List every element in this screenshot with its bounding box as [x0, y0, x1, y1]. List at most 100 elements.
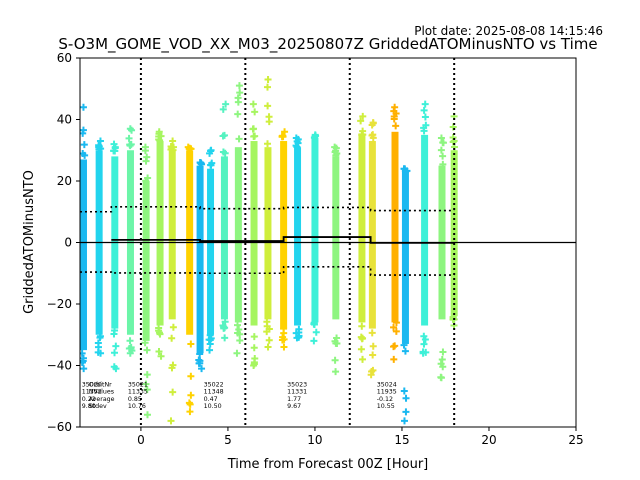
data-point: [185, 399, 193, 407]
data-point: [250, 132, 258, 140]
data-point: [357, 117, 365, 125]
strip-core: [250, 141, 258, 326]
strip-core: [368, 141, 376, 329]
strip-core: [142, 181, 150, 341]
data-point: [96, 137, 104, 145]
data-point: [265, 325, 273, 333]
data-point: [127, 140, 135, 148]
data-point: [420, 340, 428, 348]
data-point: [251, 108, 259, 116]
data-point: [167, 417, 175, 425]
y-tick-label: −60: [47, 420, 72, 434]
annotation-block-3: 35023 11331 1.77 9.67: [287, 381, 307, 410]
data-point: [278, 336, 286, 344]
data-point: [263, 83, 271, 91]
plot-date: Plot date: 2025-08-08 14:15:46: [414, 24, 603, 38]
annotation-row-labels: OrbitNr NValues Average Stdev: [89, 381, 115, 410]
data-point: [419, 348, 427, 356]
data-layer: [80, 76, 458, 425]
data-point: [401, 165, 409, 173]
data-point: [235, 135, 243, 143]
data-point: [439, 348, 447, 356]
data-point: [400, 341, 408, 349]
data-strip-6: [167, 137, 178, 425]
data-point: [280, 343, 288, 351]
data-strip-2: [110, 140, 120, 373]
data-point: [111, 147, 119, 155]
data-point: [236, 89, 244, 97]
data-strip-13: [263, 76, 273, 351]
data-point: [80, 141, 88, 149]
data-strip-8: [195, 159, 206, 373]
data-strip-20: [390, 103, 400, 363]
strip-core: [280, 141, 288, 329]
data-point: [96, 332, 104, 340]
data-point: [220, 323, 228, 331]
data-point: [94, 339, 102, 347]
data-strip-19: [367, 119, 377, 379]
data-point: [293, 137, 301, 145]
data-strip-12: [249, 100, 259, 369]
data-strip-22: [419, 100, 430, 357]
data-point: [168, 334, 176, 342]
data-point: [369, 366, 377, 374]
data-point: [264, 102, 272, 110]
data-point: [186, 408, 194, 416]
strip-core: [207, 168, 215, 335]
data-point: [126, 337, 134, 345]
data-strip-17: [331, 143, 341, 376]
data-strip-1: [94, 137, 105, 357]
data-point: [310, 337, 318, 345]
data-point: [369, 131, 377, 139]
data-point: [251, 355, 259, 363]
x-tick-label: 15: [394, 433, 409, 447]
data-point: [310, 133, 318, 141]
x-axis-label: Time from Forecast 00Z [Hour]: [227, 457, 429, 472]
data-strip-4: [141, 143, 152, 419]
reference-lines: [80, 58, 576, 427]
data-point: [169, 137, 177, 145]
data-point: [186, 145, 194, 153]
data-point: [80, 103, 87, 111]
y-tick-label: −40: [47, 359, 72, 373]
data-point: [359, 112, 367, 120]
data-point: [392, 109, 400, 117]
data-point: [219, 132, 227, 140]
data-point: [155, 327, 163, 335]
data-point: [400, 387, 408, 395]
data-point: [141, 339, 149, 347]
data-point: [222, 100, 230, 108]
data-point: [420, 106, 428, 114]
data-strip-18: [357, 112, 367, 363]
data-point: [206, 336, 214, 344]
strip-core: [421, 134, 429, 326]
data-point: [110, 363, 118, 371]
data-point: [81, 151, 89, 159]
data-point: [265, 113, 273, 121]
data-point: [234, 94, 242, 102]
data-point: [112, 342, 120, 350]
x-tick-label: 25: [568, 433, 583, 447]
data-point: [312, 328, 320, 336]
data-point: [236, 337, 244, 345]
data-point: [219, 105, 227, 113]
data-strip-24: [449, 112, 458, 330]
data-point: [250, 333, 258, 341]
data-point: [439, 152, 447, 160]
data-point: [310, 321, 318, 329]
data-point: [439, 139, 447, 147]
data-point: [390, 323, 398, 331]
strip-core: [311, 137, 319, 323]
data-point: [332, 368, 340, 376]
data-point: [265, 336, 273, 344]
data-point: [280, 325, 288, 333]
data-point: [281, 128, 289, 136]
data-point: [187, 372, 195, 380]
data-point: [400, 417, 408, 425]
data-point: [206, 346, 214, 354]
data-point: [143, 153, 151, 161]
data-point: [369, 351, 377, 359]
data-point: [80, 126, 87, 134]
